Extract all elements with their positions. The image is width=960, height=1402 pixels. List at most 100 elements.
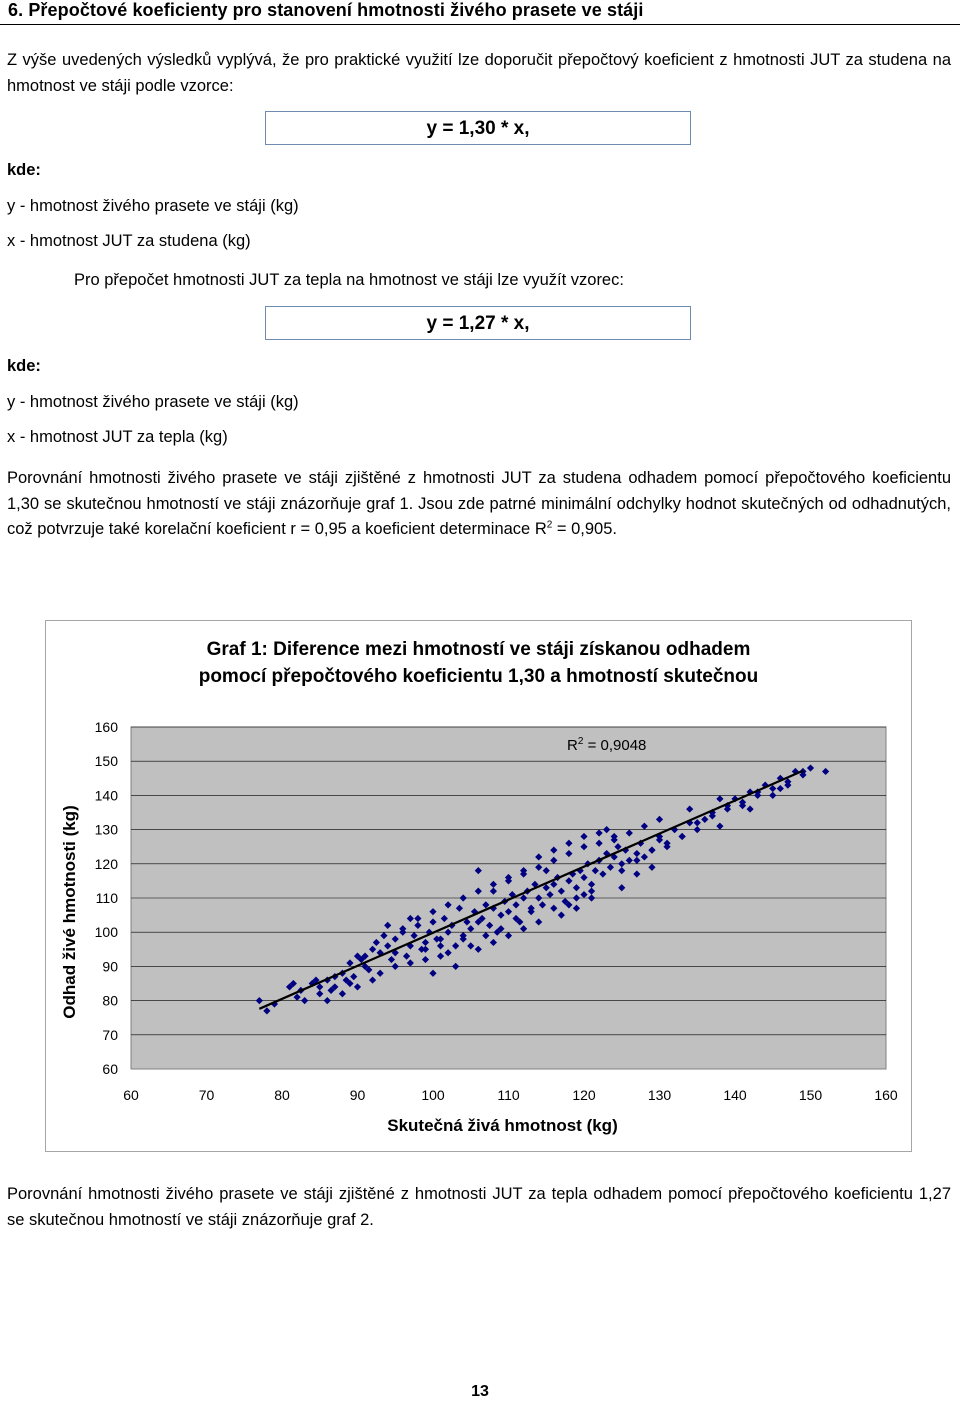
data-point (580, 832, 588, 841)
data-point (436, 952, 445, 960)
data-point (716, 795, 724, 803)
data-point (365, 966, 373, 974)
data-point (316, 983, 324, 991)
data-point (346, 979, 354, 988)
y-tick-label: 130 (95, 822, 119, 838)
data-point (633, 870, 641, 878)
data-point (444, 949, 452, 957)
data-point (346, 959, 354, 967)
x-tick-label: 160 (874, 1087, 898, 1103)
data-point (618, 860, 626, 868)
data-point (459, 894, 467, 902)
data-point (776, 774, 784, 782)
r-squared-letter: R (567, 737, 578, 754)
data-point (429, 908, 437, 916)
data-point (655, 832, 664, 841)
y-tick-label: 90 (102, 958, 118, 974)
data-point (625, 856, 633, 864)
formula-box-cold: y = 1,30 * x, (265, 111, 691, 145)
formula-box-hot: y = 1,27 * x, (265, 306, 691, 340)
data-point (550, 846, 558, 854)
x-tick-label: 150 (799, 1087, 823, 1103)
data-point (433, 935, 441, 943)
chart-title-line-2: pomocí přepočtového koeficientu 1,30 a h… (198, 666, 759, 687)
data-point (504, 932, 513, 940)
r-squared-value: = 0,9048 (583, 737, 646, 754)
data-point (357, 955, 365, 964)
data-point (323, 997, 331, 1005)
data-point (391, 962, 399, 970)
comparison-1-tail: = 0,905. (552, 520, 617, 538)
data-point (406, 914, 414, 923)
data-point (369, 976, 377, 984)
data-point (327, 986, 335, 994)
x-tick-label: 100 (421, 1087, 445, 1103)
y-definition-2: y - hmotnost živého prasete ve stáji (kg… (7, 393, 299, 411)
y-tick-label: 150 (95, 753, 119, 769)
data-point (429, 918, 437, 926)
x-tick-label: 140 (723, 1087, 747, 1103)
section-heading: 6. Přepočtové koeficienty pro stanovení … (8, 0, 644, 20)
data-point (776, 784, 784, 793)
x-tick-label: 90 (350, 1087, 366, 1103)
data-point (429, 969, 437, 977)
data-point (610, 836, 618, 844)
data-point (599, 870, 607, 878)
data-point (384, 942, 392, 950)
data-point (376, 969, 384, 977)
chart-title-line-1: Graf 1: Diference mezi hmotností ve stáj… (206, 639, 751, 660)
x-definition-1: x - hmotnost JUT za studena (kg) (7, 232, 251, 250)
data-point (535, 894, 543, 902)
y-definition-1: y - hmotnost živého prasete ve stáji (kg… (7, 197, 299, 215)
data-point (285, 983, 294, 991)
data-point (516, 918, 524, 926)
data-point (436, 942, 445, 950)
data-point (550, 856, 558, 864)
data-point (410, 932, 418, 940)
data-point (520, 894, 528, 902)
data-point (353, 983, 362, 991)
data-point (380, 932, 388, 940)
y-axis-label: Odhad živé hmotnosti (kg) (60, 805, 79, 1018)
data-point (618, 867, 626, 875)
data-point (648, 846, 656, 854)
y-tick-labels: 60 70 80 90 100 110 120 130 140 150 160 (95, 719, 119, 1077)
data-point (550, 880, 558, 888)
data-point (402, 952, 411, 960)
data-point (633, 856, 641, 864)
data-point (255, 997, 263, 1005)
data-point (387, 955, 396, 964)
data-point (316, 990, 324, 998)
data-point (361, 952, 369, 960)
data-point (452, 962, 460, 970)
x-axis-label: Skutečná živá hmotnost (kg) (387, 1116, 617, 1135)
data-point (342, 976, 350, 984)
data-point (693, 819, 701, 827)
data-point (587, 880, 596, 888)
data-point (618, 884, 626, 892)
data-point (572, 904, 581, 912)
y-tick-label: 160 (95, 719, 119, 735)
data-point (467, 942, 475, 950)
data-point (482, 932, 490, 940)
data-point (489, 938, 497, 947)
data-point (444, 901, 452, 909)
comparison-1-text: Porovnání hmotnosti živého prasete ve st… (7, 469, 951, 538)
data-point (640, 822, 648, 830)
data-point (591, 867, 599, 875)
data-point (482, 901, 490, 909)
data-point (535, 918, 543, 926)
data-point (520, 925, 528, 933)
y-tick-label: 100 (95, 924, 119, 940)
heading-rule (0, 24, 960, 25)
data-point (614, 843, 622, 851)
data-point (421, 955, 430, 964)
data-point (301, 997, 309, 1005)
data-point (542, 884, 550, 892)
x-definition-2: x - hmotnost JUT za tepla (kg) (7, 428, 228, 446)
data-point (572, 884, 581, 892)
data-point (452, 942, 460, 950)
data-point (587, 894, 596, 902)
y-tick-label: 120 (95, 856, 119, 872)
x-tick-label: 70 (199, 1087, 215, 1103)
